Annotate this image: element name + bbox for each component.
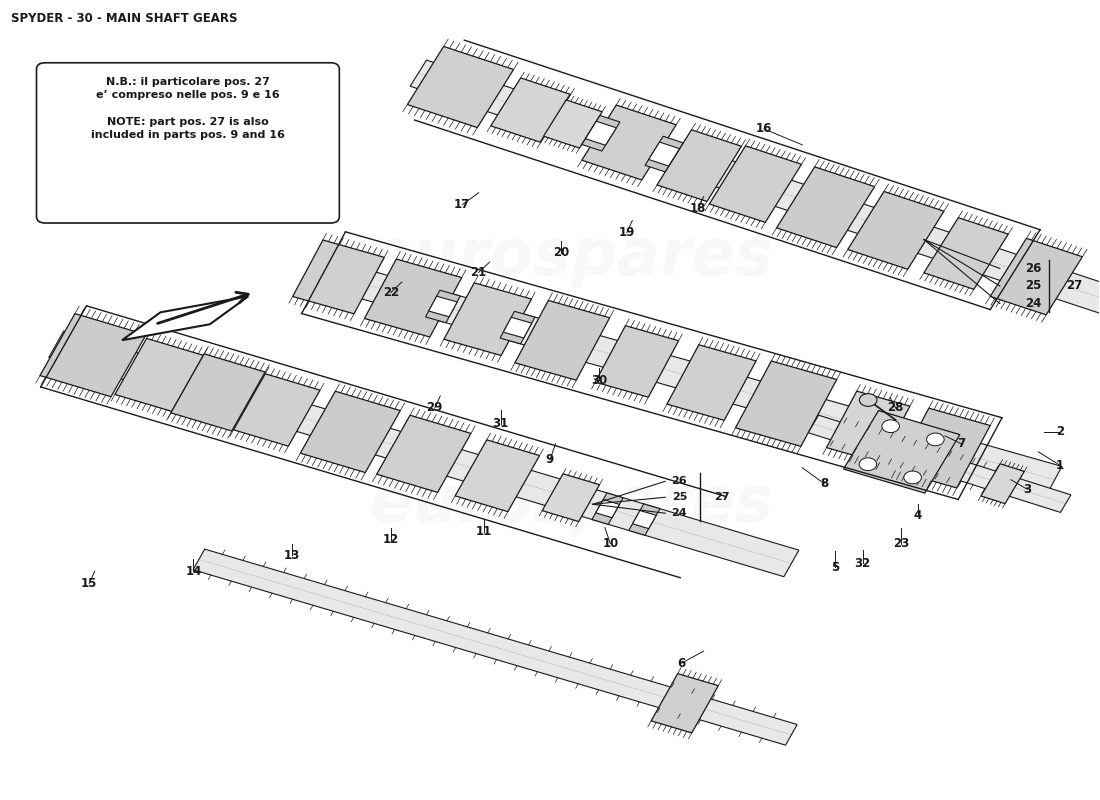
Text: 3: 3	[1023, 482, 1032, 496]
Text: eurospares: eurospares	[370, 473, 774, 534]
Polygon shape	[808, 415, 1071, 513]
Text: 21: 21	[471, 266, 487, 279]
Text: 32: 32	[855, 557, 871, 570]
Polygon shape	[114, 338, 204, 411]
FancyBboxPatch shape	[36, 62, 339, 223]
Polygon shape	[855, 414, 948, 489]
Text: 19: 19	[618, 226, 635, 239]
Text: 25: 25	[1025, 279, 1042, 293]
Circle shape	[859, 394, 877, 406]
Polygon shape	[657, 130, 741, 202]
Polygon shape	[592, 493, 624, 524]
Polygon shape	[376, 415, 471, 492]
Text: 6: 6	[678, 657, 685, 670]
Text: 14: 14	[185, 565, 201, 578]
Polygon shape	[844, 410, 960, 493]
Text: 31: 31	[493, 418, 508, 430]
Text: 23: 23	[893, 537, 910, 550]
Text: 1: 1	[1056, 459, 1065, 472]
Polygon shape	[667, 345, 756, 420]
Polygon shape	[504, 318, 531, 338]
Text: 9: 9	[546, 454, 554, 466]
Circle shape	[859, 458, 877, 470]
Text: 10: 10	[602, 537, 618, 550]
Text: 20: 20	[553, 246, 569, 259]
Polygon shape	[848, 191, 944, 270]
Text: 30: 30	[592, 374, 607, 386]
Polygon shape	[596, 499, 619, 518]
Text: 8: 8	[821, 478, 828, 490]
Polygon shape	[410, 60, 1100, 318]
Polygon shape	[364, 259, 462, 337]
Text: 2: 2	[1056, 426, 1065, 438]
Polygon shape	[301, 255, 1062, 493]
Text: 18: 18	[690, 202, 706, 215]
Polygon shape	[777, 167, 874, 248]
Polygon shape	[990, 238, 1082, 315]
Polygon shape	[194, 549, 798, 745]
Polygon shape	[407, 46, 514, 127]
Polygon shape	[645, 136, 683, 172]
Polygon shape	[981, 464, 1024, 504]
Circle shape	[904, 471, 922, 484]
Polygon shape	[300, 391, 400, 473]
Text: 27: 27	[715, 492, 730, 502]
Text: 24: 24	[671, 508, 688, 518]
Polygon shape	[826, 391, 910, 462]
Polygon shape	[736, 361, 837, 446]
Polygon shape	[895, 408, 990, 488]
Polygon shape	[170, 354, 265, 431]
Text: 22: 22	[383, 286, 399, 299]
Polygon shape	[924, 218, 1009, 290]
Text: 29: 29	[427, 402, 443, 414]
Polygon shape	[629, 504, 660, 535]
Polygon shape	[649, 142, 680, 166]
Text: 26: 26	[671, 476, 688, 486]
Polygon shape	[233, 374, 320, 446]
Text: 5: 5	[832, 561, 839, 574]
Text: 11: 11	[476, 525, 493, 538]
Polygon shape	[491, 78, 571, 142]
Polygon shape	[429, 296, 458, 317]
Polygon shape	[40, 314, 146, 397]
Polygon shape	[426, 290, 460, 322]
Polygon shape	[710, 146, 802, 222]
Polygon shape	[444, 283, 531, 355]
Text: 26: 26	[1025, 262, 1042, 275]
Text: N.B.: il particolare pos. 27
e’ compreso nelle pos. 9 e 16

NOTE: part pos. 27 i: N.B.: il particolare pos. 27 e’ compreso…	[91, 77, 285, 140]
Text: SPYDER - 30 - MAIN SHAFT GEARS: SPYDER - 30 - MAIN SHAFT GEARS	[11, 12, 238, 25]
Polygon shape	[543, 100, 602, 148]
Text: 4: 4	[913, 509, 922, 522]
Polygon shape	[122, 296, 249, 340]
Polygon shape	[585, 122, 616, 146]
Text: 24: 24	[1025, 297, 1042, 310]
Polygon shape	[515, 301, 609, 380]
Text: 28: 28	[888, 402, 904, 414]
Polygon shape	[595, 326, 679, 397]
Text: eurospares: eurospares	[370, 226, 774, 287]
Polygon shape	[632, 510, 657, 529]
Circle shape	[926, 433, 944, 446]
Text: 7: 7	[957, 438, 966, 450]
Text: 12: 12	[383, 533, 399, 546]
Text: 17: 17	[454, 198, 471, 211]
Text: 27: 27	[1066, 279, 1082, 293]
Text: 25: 25	[672, 492, 688, 502]
Text: 15: 15	[81, 577, 98, 590]
Text: 13: 13	[284, 549, 300, 562]
Text: 16: 16	[756, 122, 772, 135]
Circle shape	[882, 420, 900, 433]
Polygon shape	[651, 674, 718, 733]
Polygon shape	[582, 105, 676, 180]
Polygon shape	[582, 115, 620, 151]
Polygon shape	[48, 331, 799, 577]
Polygon shape	[455, 440, 540, 512]
Polygon shape	[293, 240, 384, 314]
Polygon shape	[500, 311, 535, 344]
Polygon shape	[542, 474, 600, 522]
